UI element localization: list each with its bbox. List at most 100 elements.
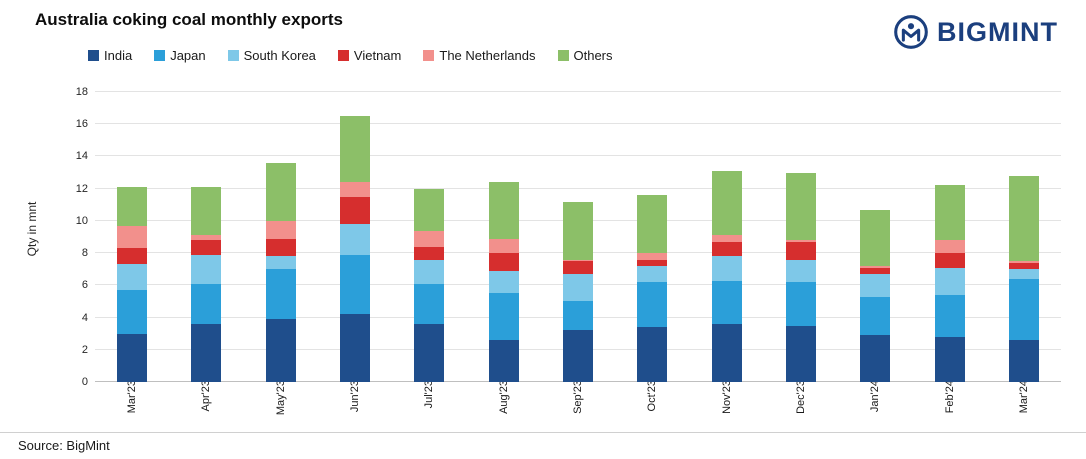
bar-segment-vietnam — [563, 261, 593, 275]
bar-segment-japan — [637, 282, 668, 328]
y-tick-label: 18 — [75, 86, 88, 98]
y-axis-ticks: 0 2 4 6 8 10 12 14 16 18 — [50, 86, 88, 388]
bar-segment-vietnam — [860, 267, 891, 275]
bar-segment-others — [934, 185, 965, 241]
bar-segment-japan — [934, 295, 965, 337]
bar-segment-vietnam — [265, 238, 296, 257]
bar-segment-japan — [265, 269, 296, 320]
x-tick-label: Sep'23 — [572, 380, 584, 414]
bar-segment-india — [1008, 340, 1039, 382]
bigmint-logo: BIGMINT — [893, 14, 1058, 50]
bar-segment-vietnam — [117, 248, 148, 265]
legend-label: South Korea — [243, 48, 316, 63]
legend-swatch-vietnam — [337, 50, 349, 61]
y-tick-label: 0 — [81, 376, 88, 388]
bar-segment-others — [860, 209, 891, 266]
bar-segment-south-korea — [637, 266, 668, 283]
bar-segment-south-korea — [860, 274, 891, 297]
y-tick-label: 16 — [75, 118, 88, 131]
bar-segment-japan — [860, 296, 891, 336]
bar-segment-india — [934, 336, 965, 382]
bar-segment-others — [117, 187, 148, 226]
y-tick-label: 14 — [75, 150, 88, 163]
gridline — [95, 91, 1061, 92]
bar-segment-south-korea — [117, 264, 148, 291]
legend-item-the-netherlands: The Netherlands — [423, 48, 536, 63]
y-tick-label: 2 — [81, 343, 88, 356]
y-tick-label: 8 — [81, 247, 88, 260]
legend-item-japan: Japan — [154, 48, 206, 63]
bar-segment-others — [711, 170, 742, 236]
bar-segment-india — [860, 335, 891, 382]
x-tick-label: Mar'23 — [126, 380, 139, 414]
bar-segment-the-netherlands — [1008, 261, 1039, 263]
gridline — [95, 155, 1061, 157]
x-tick-label: Jul'23 — [423, 380, 436, 409]
legend-swatch-japan — [154, 50, 166, 61]
bar-segment-the-netherlands — [488, 238, 519, 254]
bar-segment-vietnam — [191, 240, 222, 255]
bar-segment-south-korea — [265, 256, 296, 270]
x-axis-labels: Mar'23 Apr'23 May'23 Jun'23 Jul'23 Aug'23 Sep'… — [95, 380, 1061, 438]
bar-segment-vietnam — [414, 246, 445, 260]
gridline — [95, 187, 1061, 189]
bar-segment-vietnam — [488, 253, 519, 271]
bar-segment-the-netherlands — [637, 253, 668, 260]
legend-swatch-south-korea — [227, 50, 239, 61]
bigmint-logo-text: BIGMINT — [937, 16, 1058, 47]
bar-segment-the-netherlands — [563, 259, 593, 262]
y-tick-label: 6 — [81, 279, 88, 292]
bar-segment-south-korea — [711, 256, 742, 281]
bar-segment-vietnam — [934, 253, 965, 268]
bar-segment-the-netherlands — [265, 220, 296, 239]
bar-segment-others — [785, 172, 816, 241]
bar-segment-india — [117, 333, 148, 382]
bar-segment-the-netherlands — [340, 182, 371, 197]
bar-segment-south-korea — [563, 274, 593, 302]
footer-divider — [0, 432, 1086, 433]
x-tick-label: Jan'24 — [869, 380, 882, 413]
bar-segment-india — [488, 340, 519, 382]
bar-segment-japan — [711, 280, 742, 324]
bar-segment-japan — [488, 293, 519, 341]
legend-label: Japan — [170, 48, 206, 63]
bar-segment-others — [1008, 175, 1039, 262]
plot-area — [95, 91, 1061, 382]
bar-segment-japan — [1008, 278, 1039, 341]
chart-legend: India Japan South Korea Vietnam The Netherla… — [88, 48, 613, 63]
legend-label: Others — [573, 48, 613, 63]
legend-label: The Netherlands — [439, 48, 536, 63]
bar-segment-the-netherlands — [934, 240, 965, 254]
bar-segment-japan — [563, 301, 593, 331]
legend-swatch-the-netherlands — [423, 50, 435, 61]
bar-segment-south-korea — [414, 259, 445, 284]
legend-item-others: Others — [557, 48, 613, 63]
bar-segment-india — [414, 324, 445, 382]
x-tick-label: Aug'23 — [497, 380, 510, 414]
bar-segment-the-netherlands — [785, 240, 816, 242]
bar-segment-others — [191, 187, 222, 236]
bar-segment-south-korea — [934, 267, 965, 295]
bar-segment-japan — [191, 283, 222, 324]
bar-segment-india — [191, 324, 222, 382]
bar-segment-others — [265, 162, 296, 221]
legend-item-south-korea: South Korea — [227, 48, 316, 63]
x-tick-label: Oct'23 — [646, 380, 659, 412]
x-tick-label: Feb'24 — [943, 380, 956, 414]
bar-segment-india — [711, 324, 742, 382]
bar-segment-the-netherlands — [711, 235, 742, 242]
bar-segment-south-korea — [488, 270, 519, 294]
bar-segment-south-korea — [191, 254, 222, 284]
bar-segment-vietnam — [637, 259, 668, 266]
y-tick-label: 10 — [75, 214, 88, 227]
bar-segment-the-netherlands — [191, 235, 222, 241]
bar-segment-others — [563, 201, 593, 260]
bar-segment-vietnam — [1008, 262, 1039, 270]
bar-segment-others — [340, 116, 371, 183]
gridline — [95, 123, 1061, 125]
bar-segment-vietnam — [340, 196, 371, 225]
x-tick-label: Mar'24 — [1017, 380, 1030, 414]
legend-item-india: India — [88, 48, 132, 63]
bar-segment-the-netherlands — [860, 266, 891, 268]
